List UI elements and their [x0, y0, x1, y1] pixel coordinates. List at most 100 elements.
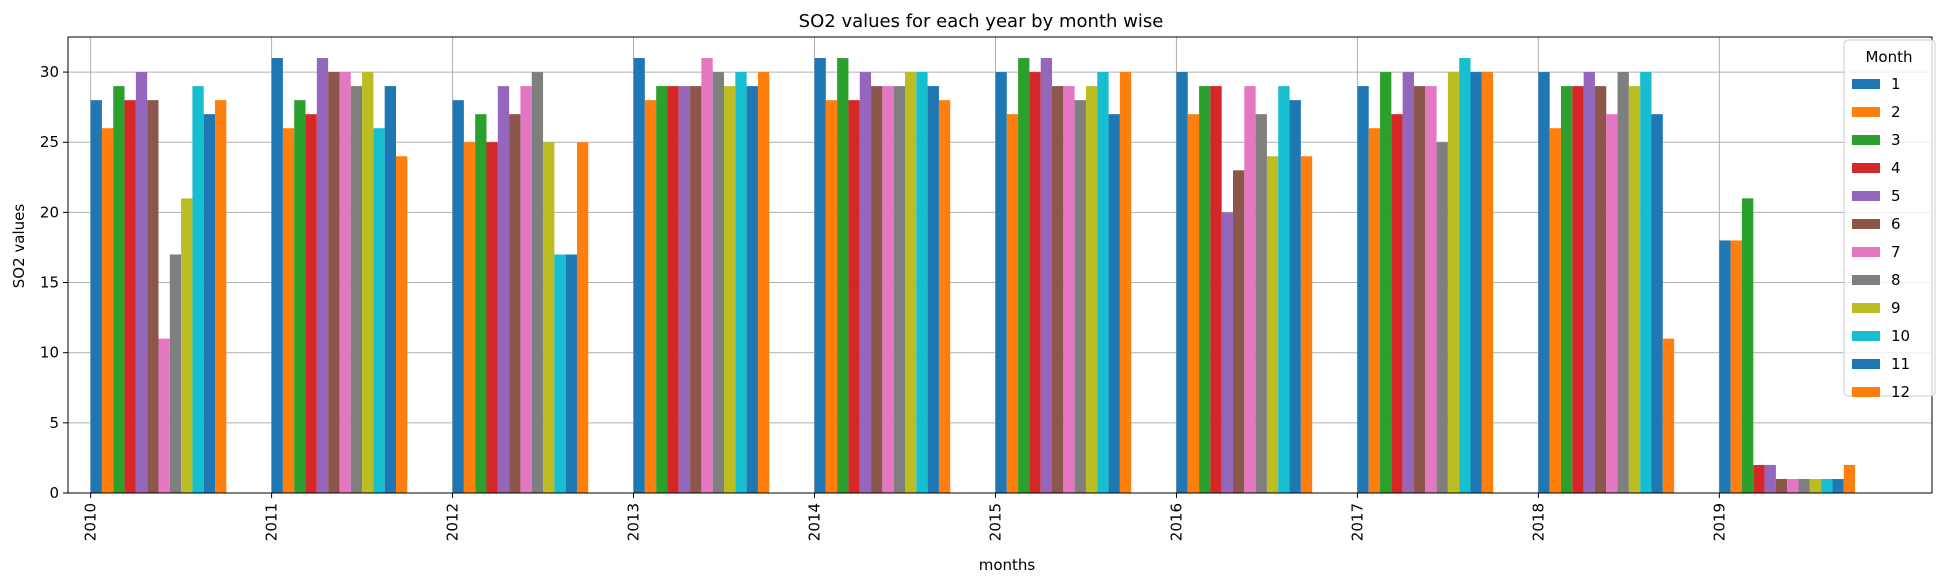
bars-group: [90, 58, 1856, 494]
bar-2012-month-7: [520, 86, 532, 493]
bar-2017-month-6: [1413, 86, 1426, 493]
bar-2014-month-9: [904, 72, 917, 494]
bar-2012-month-9: [543, 142, 555, 493]
bar-2019-month-5: [1764, 464, 1776, 493]
x-tick-label: 2010: [82, 503, 100, 541]
bar-2011-month-1: [271, 58, 283, 494]
bar-2016-month-4: [1210, 86, 1222, 493]
bar-2010-month-7: [158, 338, 170, 493]
bar-2016-month-5: [1221, 212, 1233, 493]
bar-2016-month-12: [1300, 156, 1313, 493]
bar-2010-month-3: [113, 86, 125, 493]
y-tick-label: 20: [40, 203, 59, 221]
bar-2015-month-4: [1029, 72, 1041, 494]
bar-2019-month-2: [1730, 240, 1742, 493]
bar-2010-month-4: [124, 100, 136, 493]
bar-2018-month-3: [1561, 86, 1573, 493]
bar-2013-month-8: [712, 72, 725, 494]
bar-2015-month-1: [995, 72, 1007, 494]
legend-label-6: 6: [1891, 215, 1901, 233]
bar-2015-month-9: [1085, 86, 1098, 493]
y-tick-label: 30: [40, 63, 59, 81]
bar-2011-month-2: [282, 128, 295, 493]
bar-2014-month-5: [859, 72, 872, 494]
bar-2017-month-7: [1425, 86, 1437, 493]
y-tick-label: 5: [49, 414, 59, 432]
bar-2010-month-6: [147, 100, 159, 493]
bar-2015-month-6: [1052, 86, 1064, 493]
bar-2014-month-2: [825, 100, 838, 493]
bar-2010-month-8: [169, 254, 182, 493]
bar-2014-month-10: [916, 72, 928, 494]
bar-2014-month-1: [814, 58, 826, 494]
bar-2018-month-12: [1662, 338, 1675, 493]
bar-2019-month-9: [1809, 478, 1822, 493]
bar-2012-month-8: [531, 72, 544, 494]
y-tick-label: 15: [40, 274, 59, 292]
bar-2014-month-4: [848, 100, 860, 493]
bar-2017-month-8: [1436, 142, 1448, 493]
legend-box: [1843, 39, 1936, 397]
bar-2010-month-10: [192, 86, 204, 493]
bar-2017-month-10: [1459, 58, 1471, 494]
bar-2012-month-10: [554, 254, 566, 493]
legend-label-4: 4: [1891, 159, 1901, 177]
bar-2018-month-6: [1594, 86, 1607, 493]
legend-title: Month: [1865, 48, 1912, 66]
bar-2016-month-11: [1289, 100, 1301, 493]
y-tick-label: 10: [40, 344, 59, 362]
bar-2015-month-5: [1040, 58, 1053, 494]
legend-label-1: 1: [1891, 75, 1901, 93]
x-tick-label: 2018: [1529, 503, 1547, 541]
bar-2018-month-5: [1583, 72, 1595, 494]
bar-2017-month-12: [1481, 72, 1494, 494]
bar-2010-month-5: [135, 72, 148, 494]
legend-swatch-1: [1852, 79, 1880, 89]
bar-2011-month-9: [362, 72, 374, 494]
bar-2015-month-7: [1063, 86, 1075, 493]
bar-2013-month-1: [633, 58, 645, 494]
bar-2013-month-6: [690, 86, 702, 493]
bar-2011-month-6: [328, 72, 340, 494]
legend-label-5: 5: [1891, 187, 1901, 205]
legend-swatch-8: [1852, 275, 1880, 285]
bar-2019-month-10: [1821, 478, 1833, 493]
bar-2015-month-11: [1108, 114, 1120, 494]
x-tick-label: 2016: [1167, 503, 1185, 541]
bar-2011-month-11: [384, 86, 397, 493]
bar-2015-month-10: [1097, 72, 1109, 494]
bar-2017-month-4: [1391, 114, 1403, 494]
legend-swatch-11: [1852, 359, 1880, 369]
bar-2019-month-12: [1843, 464, 1856, 493]
bar-2014-month-12: [938, 100, 951, 493]
legend-swatch-6: [1852, 219, 1880, 229]
y-tick-label: 0: [49, 484, 59, 502]
bar-2016-month-10: [1278, 86, 1290, 493]
bar-2011-month-8: [350, 86, 363, 493]
bar-2010-month-9: [181, 198, 193, 493]
legend-label-3: 3: [1891, 131, 1901, 149]
x-tick-label: 2011: [263, 503, 281, 541]
bar-2011-month-3: [294, 100, 306, 493]
bar-2018-month-9: [1628, 86, 1641, 493]
legend-label-8: 8: [1891, 271, 1901, 289]
bar-2019-month-4: [1753, 464, 1765, 493]
bar-2011-month-7: [339, 72, 351, 494]
bar-2019-month-7: [1787, 478, 1799, 493]
bar-2016-month-3: [1199, 86, 1211, 493]
bar-2012-month-11: [565, 254, 577, 493]
bar-2013-month-12: [757, 72, 770, 494]
legend-swatch-4: [1852, 163, 1880, 173]
bar-2017-month-9: [1447, 72, 1460, 494]
bar-2018-month-11: [1651, 114, 1663, 494]
bar-2012-month-3: [475, 114, 487, 494]
bar-2019-month-11: [1832, 478, 1844, 493]
x-tick-label: 2012: [444, 503, 462, 541]
bar-2018-month-8: [1617, 72, 1629, 494]
bar-2019-month-1: [1719, 240, 1731, 493]
legend-swatch-12: [1852, 387, 1880, 397]
legend-label-10: 10: [1891, 327, 1910, 345]
